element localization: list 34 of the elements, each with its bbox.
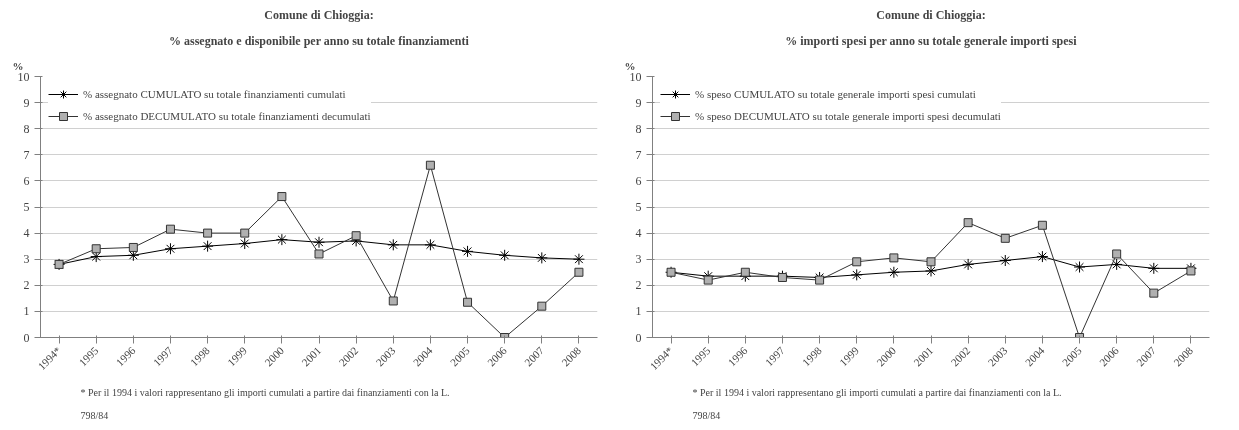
legend-label: % speso CUMULATO su totale generale importi spesi cumulati xyxy=(695,88,976,100)
legend-label: % speso DECUMULATO su totale generale importi spesi decumulati xyxy=(695,110,1001,122)
legend-label: % assegnato DECUMULATO su totale finanziamenti decumulati xyxy=(83,110,371,122)
y-tick-label: 5 xyxy=(23,200,30,214)
y-tick-label: 6 xyxy=(23,173,30,188)
y-tick-label: 4 xyxy=(23,226,30,241)
y-tick-label: 2 xyxy=(635,278,642,293)
y-tick-label: 9 xyxy=(635,95,642,110)
y-tick-label: 9 xyxy=(23,95,30,110)
y-axis-title: % xyxy=(624,59,636,72)
y-tick-label: 4 xyxy=(635,226,642,241)
y-tick-label: 10 xyxy=(629,69,642,84)
y-tick-label: 3 xyxy=(23,252,30,267)
y-tick-label: 6 xyxy=(635,173,642,188)
y-tick-label: 0 xyxy=(23,330,30,345)
y-tick-label: 0 xyxy=(635,330,642,345)
y-tick-label: 3 xyxy=(635,252,642,267)
text: * Per il 1994 i valori rappresentano gli importi cumulati a partire dai finanziamenti con la L. 798/84 xyxy=(80,386,450,421)
y-tick-label: 7 xyxy=(635,147,642,162)
chart-subtitle: % assegnato e disponibile per anno su totale finanziamenti xyxy=(168,33,470,48)
y-tick-label: 5 xyxy=(635,200,642,214)
text: * Per il 1994 i valori rappresentano gli importi cumulati a partire dai finanziamenti con la L. 798/84 xyxy=(692,386,1062,421)
y-tick-label: 8 xyxy=(635,121,642,136)
y-tick-label: 8 xyxy=(23,121,30,136)
y-tick-label: 1 xyxy=(23,304,30,319)
y-tick-label: 7 xyxy=(23,147,30,162)
legend-label: % assegnato CUMULATO su totale finanziamenti cumulati xyxy=(83,88,346,100)
y-tick-label: 2 xyxy=(23,278,30,293)
chart-title: Comune di Chioggia: xyxy=(264,7,374,22)
chart-subtitle: % importi spesi per anno su totale generale importi spesi xyxy=(785,33,1078,48)
y-axis-title: % xyxy=(12,59,24,72)
y-tick-label: 10 xyxy=(17,69,30,84)
chart-title: Comune di Chioggia: xyxy=(876,7,986,22)
y-tick-label: 1 xyxy=(635,304,642,319)
